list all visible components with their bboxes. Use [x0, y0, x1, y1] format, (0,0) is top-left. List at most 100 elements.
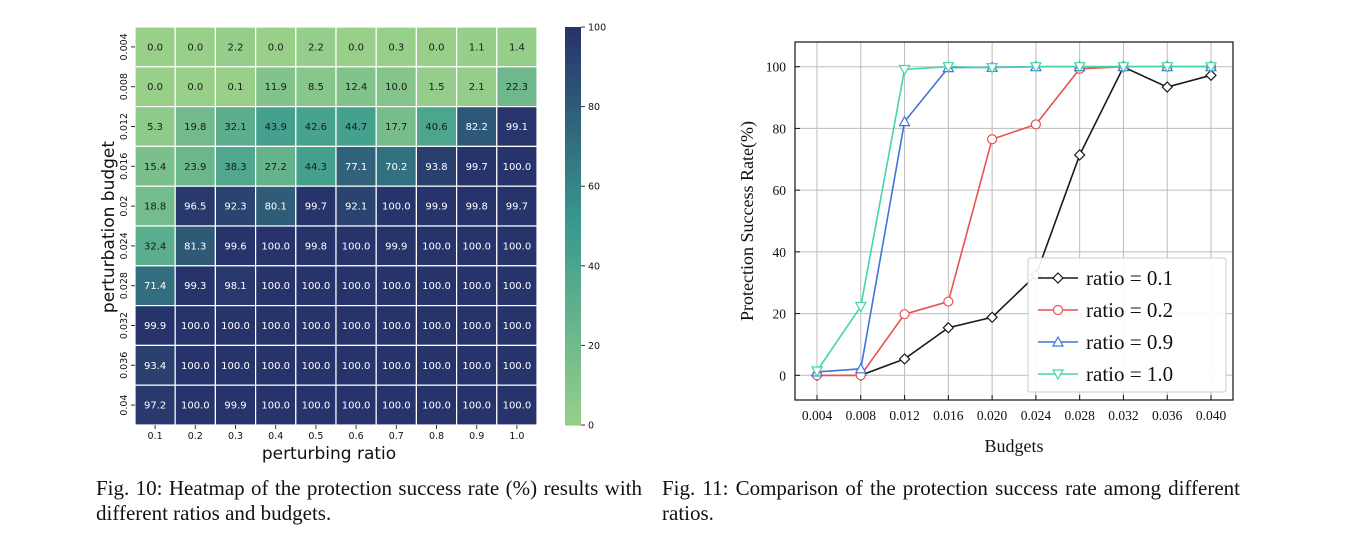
- colorbar-segment: [565, 98, 581, 104]
- heatmap-cell-label: 100.0: [422, 321, 451, 332]
- colorbar-segment: [565, 94, 581, 100]
- heatmap-cell-label: 99.8: [466, 202, 488, 213]
- heatmap-cells: 0.0 0.0 2.2 0.0 2.2 0.0 0.3 0.0 1.1 1.4 0.0 0.0 0.1 1…: [134, 26, 538, 426]
- heatmap-cell-label: 100.0: [503, 162, 532, 173]
- x-tick-label: 0.040: [1196, 408, 1227, 423]
- heatmap-cell-label: 100.0: [181, 321, 210, 332]
- heatmap-cell-label: 12.4: [345, 82, 367, 93]
- colorbar-segment: [565, 186, 581, 191]
- heatmap-cell: [415, 305, 458, 347]
- colorbar-segment: [565, 194, 581, 199]
- heatmap-cell-label: 0.0: [429, 42, 445, 53]
- heatmap-cell-label: 97.2: [144, 401, 166, 412]
- heatmap-cell-label: 100.0: [261, 281, 290, 292]
- data-point: [810, 366, 824, 378]
- colorbar-segment: [565, 381, 581, 386]
- x-tick-label: 0.028: [1064, 408, 1095, 423]
- line-chart-caption: Fig. 11: Comparison of the protection su…: [662, 476, 1240, 525]
- heatmap-cell-label: 99.7: [305, 202, 327, 213]
- heatmap-cell: [174, 26, 216, 68]
- colorbar-segment: [565, 421, 581, 426]
- y-tick-label: 40: [773, 245, 787, 260]
- colorbar-segment: [565, 178, 581, 183]
- heatmap-x-ticks: 0.1 0.2 0.3 0.4 0.5 0.6 0.7 0.8 0.9 1.0: [148, 425, 524, 442]
- heatmap-cell-label: 100.0: [261, 241, 290, 252]
- heatmap-cell-label: 92.1: [345, 202, 367, 213]
- colorbar-segment: [565, 27, 581, 32]
- heatmap-cell-label: 100.0: [302, 321, 331, 332]
- colorbar-segment: [565, 206, 581, 211]
- colorbar-segment: [565, 377, 581, 382]
- colorbar-segment: [565, 325, 581, 331]
- heatmap-y-tick-label: 0.012: [119, 113, 130, 140]
- line-chart-figure: 0.004 0.008 0.012 0.016 0.020 0.024 0.028 0.032…: [737, 41, 1234, 456]
- colorbar-segment: [565, 289, 581, 295]
- colorbar-segment: [565, 317, 581, 323]
- heatmap-cell-label: 2.2: [308, 42, 324, 53]
- heatmap-cell: [174, 305, 216, 347]
- data-point: [987, 134, 998, 145]
- colorbar-segment: [565, 170, 581, 175]
- heatmap-cell-label: 38.3: [224, 162, 246, 173]
- colorbar-segment: [565, 130, 581, 136]
- colorbar-segment: [565, 393, 581, 398]
- heatmap-cell-label: 27.2: [265, 162, 287, 173]
- heatmap-cell-label: 70.2: [385, 162, 407, 173]
- heatmap-cell-label: 99.6: [224, 241, 246, 252]
- heatmap-cell-label: 5.3: [147, 122, 163, 133]
- colorbar-segment: [565, 365, 581, 370]
- legend-box: [1027, 257, 1227, 393]
- colorbar-segment: [565, 66, 581, 72]
- heatmap-cell-label: 100.0: [181, 401, 210, 412]
- heatmap-cell: [295, 384, 337, 426]
- heatmap-caption: Fig. 10: Heatmap of the protection succe…: [96, 476, 642, 525]
- colorbar-segment: [565, 154, 581, 159]
- heatmap-cell-label: 15.4: [144, 162, 166, 173]
- colorbar-segment: [565, 150, 581, 155]
- colorbar-segment: [565, 106, 581, 112]
- heatmap-y-tick-label: 0.04: [119, 395, 130, 416]
- heatmap-cell: [496, 105, 538, 147]
- colorbar-segment: [565, 229, 581, 235]
- legend-label: ratio = 0.2: [1086, 298, 1173, 322]
- heatmap-cell-label: 82.2: [466, 122, 488, 133]
- heatmap-cell-label: 100.0: [342, 361, 371, 372]
- heatmap-cell: [375, 105, 418, 147]
- heatmap-cell-label: 40.6: [425, 122, 447, 133]
- colorbar-tick-label: 20: [588, 341, 600, 352]
- data-point: [1117, 62, 1130, 73]
- heatmap-cell-label: 0.0: [348, 42, 364, 53]
- heatmap-cell-label: 10.0: [385, 82, 407, 93]
- heatmap-cell-label: 100.0: [462, 321, 491, 332]
- heatmap-cell-label: 100.0: [462, 241, 491, 252]
- colorbar-segment: [565, 46, 581, 52]
- data-point: [1161, 81, 1174, 93]
- colorbar-segment: [565, 174, 581, 179]
- heatmap-colorbar: 0 20 40 60 80 100: [565, 23, 606, 432]
- heatmap-cell: [214, 225, 257, 267]
- heatmap-cell-label: 100.0: [503, 281, 532, 292]
- heatmap-cell: [496, 26, 538, 68]
- heatmap-cell: [295, 185, 337, 227]
- colorbar-segment: [565, 281, 581, 287]
- data-point: [1204, 62, 1218, 73]
- colorbar-segment: [565, 261, 581, 267]
- heatmap-cell-label: 100.0: [302, 401, 331, 412]
- colorbar-segment: [565, 162, 581, 167]
- data-point: [898, 115, 911, 127]
- data-point: [942, 321, 955, 334]
- heatmap-cell: [375, 265, 418, 307]
- colorbar-segment: [565, 146, 581, 151]
- colorbar-segment: [565, 202, 581, 207]
- colorbar-segment: [565, 273, 581, 279]
- colorbar-segment: [565, 349, 581, 354]
- heatmap-cell: [415, 344, 458, 386]
- data-point: [942, 62, 955, 73]
- heatmap-cell-label: 100.0: [422, 281, 451, 292]
- heatmap-x-tick-label: 0.6: [349, 431, 364, 442]
- heatmap-cell-label: 100.0: [181, 361, 210, 372]
- data-point: [854, 301, 867, 313]
- heatmap-cell: [174, 105, 216, 147]
- heatmap-cell-label: 100.0: [261, 361, 290, 372]
- series-line: [817, 65, 1212, 377]
